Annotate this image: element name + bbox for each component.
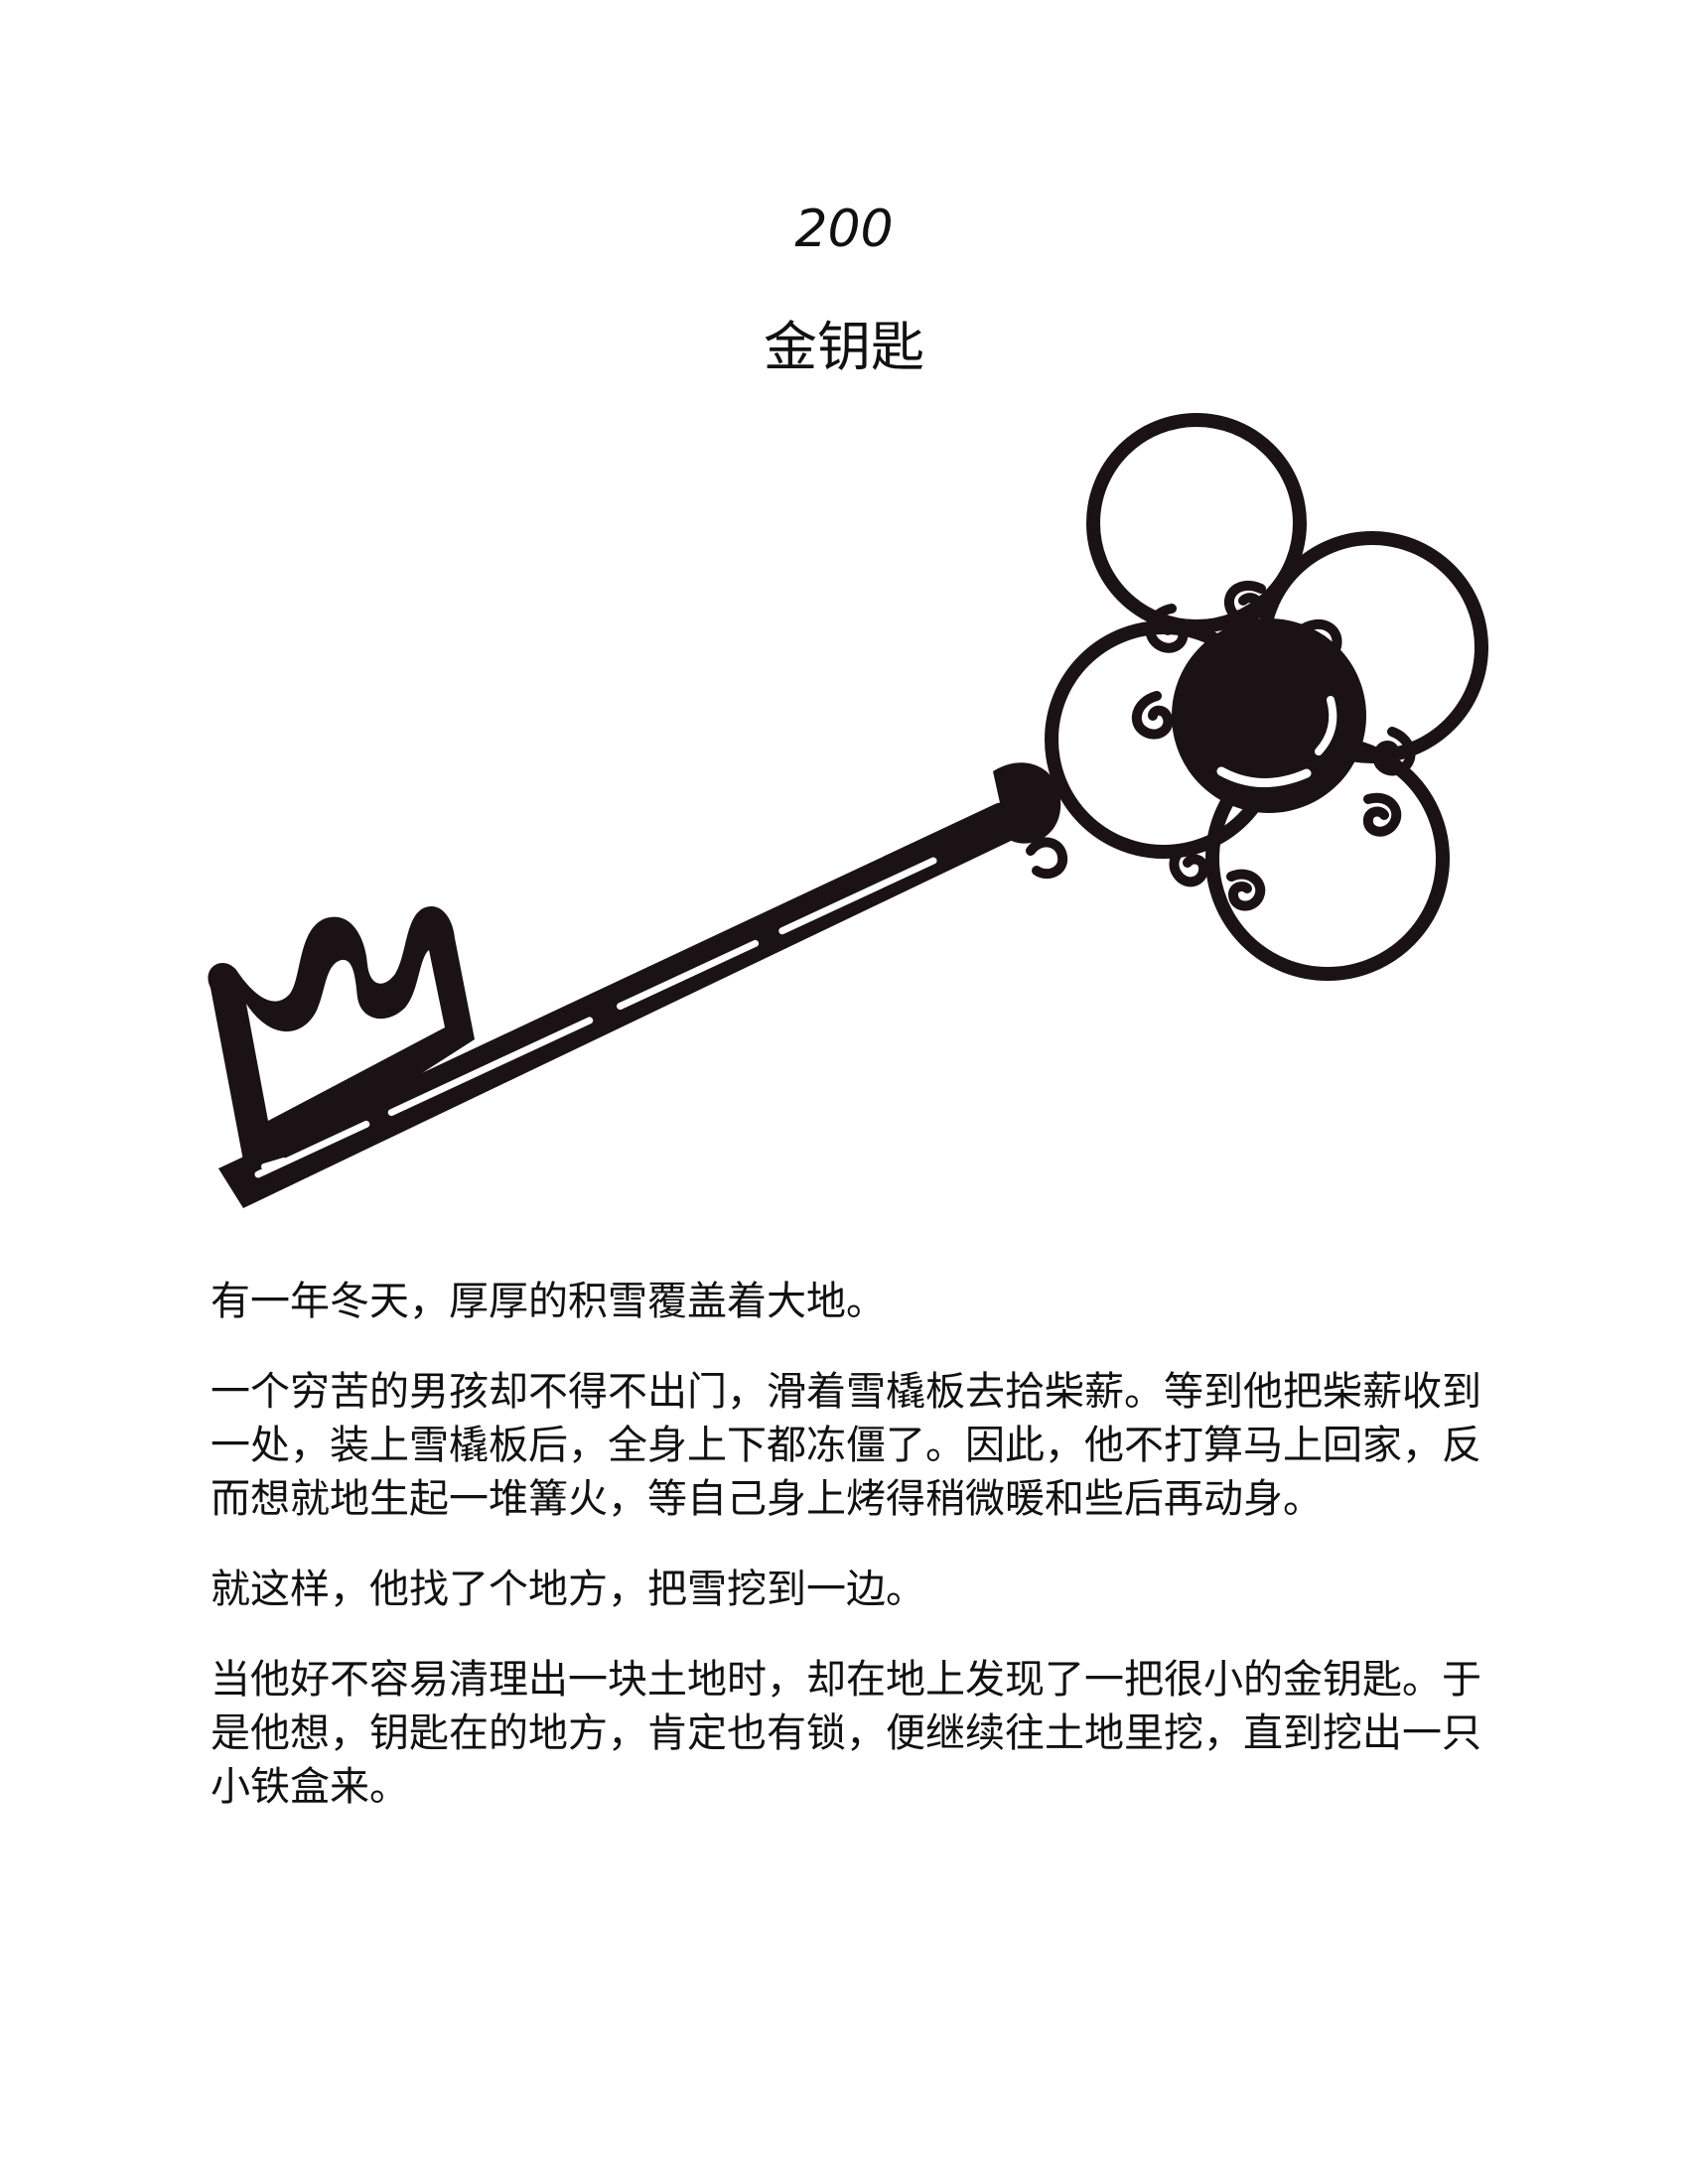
paragraph: 当他好不容易清理出一块土地时，却在地上发现了一把很小的金钥匙。于是他想，钥匙在的… [211,1657,1481,1810]
paragraph: 就这样，他找了个地方，把雪挖到一边。 [211,1567,925,1612]
paragraph: 一个穷苦的男孩却不得不出门，滑着雪橇板去拾柴薪。等到他把柴薪收到一处，装上雪橇板… [211,1369,1481,1522]
paragraph: 有一年冬天，厚厚的积雪覆盖着大地。 [211,1279,886,1324]
page-number: 200 [794,200,894,259]
story-title: 金钥匙 [764,316,924,378]
story-body: 有一年冬天，厚厚的积雪覆盖着大地。 一个穷苦的男孩却不得不出门，滑着雪橇板去拾柴… [211,1275,1491,1850]
key-icon [208,413,1488,1208]
